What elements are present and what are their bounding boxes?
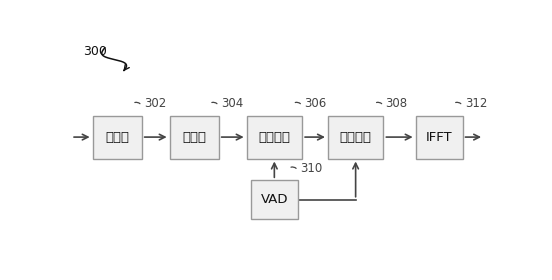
Text: 312: 312 <box>465 97 487 110</box>
Text: 302: 302 <box>144 97 166 110</box>
FancyBboxPatch shape <box>93 116 142 159</box>
Text: 去噪程度: 去噪程度 <box>339 130 371 144</box>
Text: 308: 308 <box>385 97 408 110</box>
Text: IFFT: IFFT <box>426 130 452 144</box>
Text: 谱估计: 谱估计 <box>105 130 129 144</box>
FancyBboxPatch shape <box>328 116 384 159</box>
Text: 300: 300 <box>83 45 107 59</box>
Text: 306: 306 <box>304 97 327 110</box>
FancyBboxPatch shape <box>251 180 298 219</box>
FancyBboxPatch shape <box>169 116 219 159</box>
Text: 谱均值: 谱均值 <box>182 130 206 144</box>
Text: 310: 310 <box>300 162 322 175</box>
Text: VAD: VAD <box>261 193 288 206</box>
FancyBboxPatch shape <box>247 116 302 159</box>
Text: 维纳滤波: 维纳滤波 <box>258 130 290 144</box>
Text: 304: 304 <box>221 97 243 110</box>
FancyBboxPatch shape <box>416 116 463 159</box>
